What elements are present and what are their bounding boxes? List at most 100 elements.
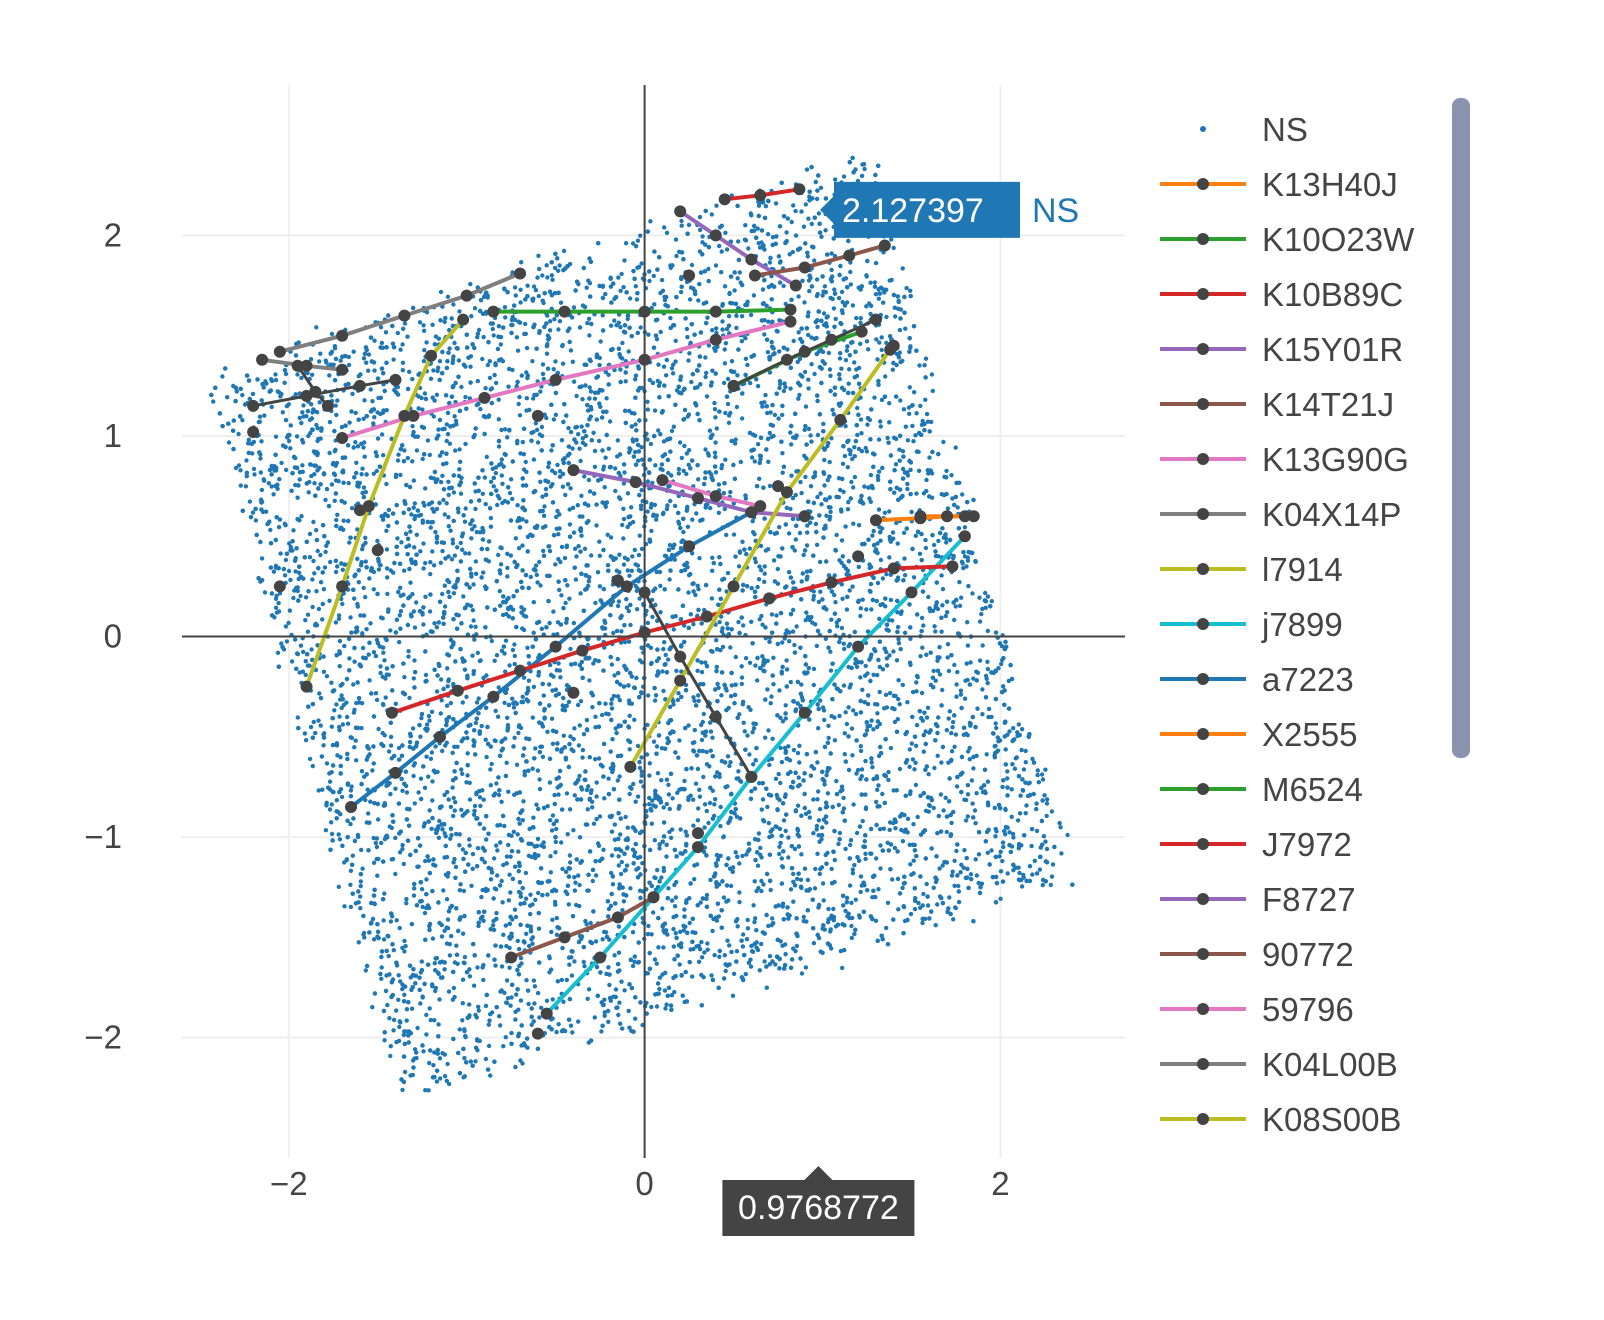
ns-point	[627, 573, 632, 578]
ns-point	[757, 564, 762, 569]
ns-point	[606, 1019, 611, 1024]
ns-point	[848, 452, 853, 457]
ns-point	[877, 827, 883, 832]
ns-point	[893, 462, 899, 467]
ns-point	[725, 401, 731, 407]
ns-point	[278, 551, 283, 556]
ns-point	[886, 769, 891, 775]
ns-point	[355, 556, 360, 561]
ns-point	[613, 847, 618, 852]
ns-point	[863, 792, 868, 797]
ns-point	[483, 501, 488, 507]
ns-point	[549, 448, 554, 453]
ns-point	[471, 618, 476, 623]
ns-point	[919, 690, 925, 696]
ns-point	[796, 775, 801, 780]
ns-point	[587, 333, 592, 338]
ns-point	[911, 439, 916, 444]
ns-point	[896, 637, 901, 642]
ns-point	[421, 622, 426, 627]
ns-point	[776, 416, 781, 421]
ns-point	[638, 779, 644, 784]
ns-point	[1057, 820, 1062, 826]
ns-point	[332, 708, 337, 713]
ns-point	[572, 959, 577, 964]
ns-point	[447, 346, 452, 351]
ns-point	[512, 907, 518, 912]
ns-point	[767, 762, 772, 768]
ns-point	[622, 988, 627, 993]
ns-point	[663, 373, 669, 378]
ns-point	[799, 490, 804, 496]
ns-point	[371, 937, 377, 942]
ns-point	[654, 517, 659, 522]
ns-point	[673, 931, 678, 936]
ns-point	[647, 795, 652, 801]
ns-point	[930, 388, 935, 394]
ns-point	[621, 899, 627, 904]
ns-point	[303, 595, 309, 600]
ns-point	[993, 721, 998, 726]
ns-point	[437, 997, 442, 1002]
ns-point	[676, 519, 681, 524]
ns-point	[1005, 776, 1010, 781]
ns-point	[917, 551, 923, 556]
ns-point	[606, 906, 612, 912]
ns-point	[908, 467, 913, 473]
ns-point	[422, 348, 427, 353]
ns-point	[329, 724, 334, 729]
ns-point	[332, 449, 337, 454]
ns-point	[850, 456, 855, 462]
ns-point	[784, 505, 789, 510]
ns-point	[500, 481, 505, 486]
ns-point	[438, 479, 444, 485]
ns-point	[386, 672, 391, 677]
ns-point	[723, 785, 728, 790]
ns-point	[811, 941, 817, 946]
ns-point	[845, 568, 851, 573]
ns-point	[968, 660, 973, 665]
ns-point	[626, 349, 631, 354]
ns-point	[398, 585, 403, 590]
ns-point	[1031, 791, 1037, 797]
ns-point	[445, 789, 450, 795]
ns-point	[376, 726, 381, 732]
ns-point	[467, 1002, 472, 1007]
ns-point	[856, 564, 861, 570]
ns-point	[817, 871, 822, 877]
ns-point	[789, 442, 794, 447]
ns-point	[935, 753, 940, 758]
ns-point	[957, 579, 962, 585]
ns-point	[622, 470, 627, 475]
ns-point	[318, 351, 323, 356]
ns-point	[529, 1022, 534, 1027]
ns-point	[839, 366, 844, 371]
ns-point	[482, 475, 488, 480]
ns-point	[496, 397, 501, 402]
ns-point	[633, 1016, 638, 1021]
ns-point	[661, 945, 666, 950]
ns-point	[462, 1074, 467, 1079]
ns-point	[860, 818, 865, 824]
ns-point	[442, 512, 447, 517]
ns-point	[571, 530, 577, 535]
ns-point	[307, 555, 313, 560]
ns-point	[354, 460, 359, 465]
ns-point	[374, 836, 380, 841]
ns-point	[282, 573, 288, 578]
ns-point	[724, 621, 730, 626]
ns-point	[521, 799, 526, 804]
ns-point	[317, 359, 322, 364]
ns-point	[553, 412, 559, 417]
ns-point	[531, 396, 536, 401]
ns-point	[340, 567, 345, 572]
ns-point	[457, 1027, 462, 1032]
ns-point	[832, 857, 837, 863]
ns-point	[805, 530, 810, 535]
ns-point	[913, 533, 918, 538]
ns-point	[769, 297, 774, 302]
ns-point	[371, 471, 376, 476]
ns-point	[421, 1049, 426, 1054]
ns-point	[779, 759, 785, 765]
